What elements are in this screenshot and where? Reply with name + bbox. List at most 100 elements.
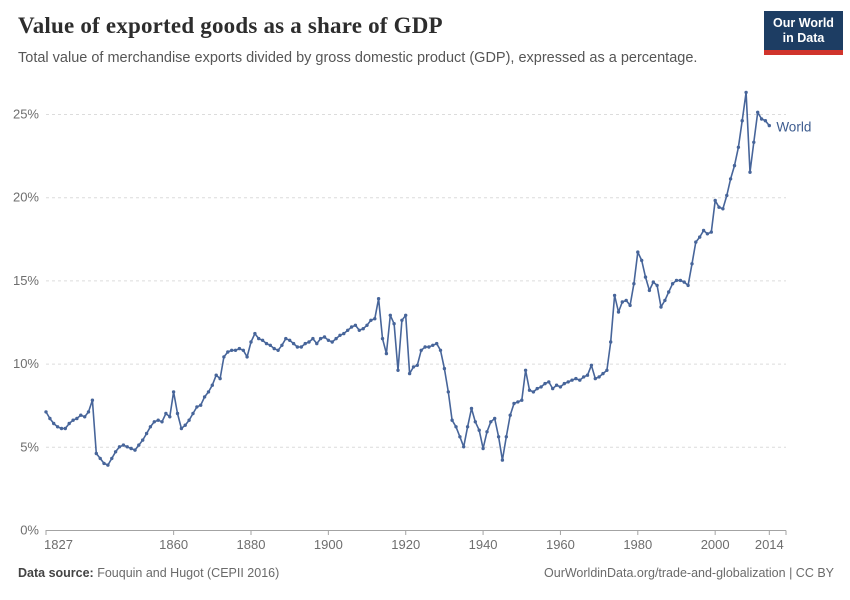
data-point-1882 — [257, 336, 261, 341]
owid-link[interactable]: OurWorldinData.org/trade-and-globalizati… — [544, 566, 786, 580]
license-label[interactable]: CC BY — [795, 566, 834, 580]
data-point-1921 — [407, 371, 412, 376]
data-point-1852 — [141, 438, 145, 442]
data-point-1906 — [349, 325, 354, 329]
x-axis-label-1940: 1940 — [469, 537, 498, 552]
data-point-1876 — [233, 348, 238, 352]
owid-logo-box: Our World in Data — [764, 11, 843, 50]
data-point-1982 — [643, 275, 648, 279]
data-point-1934 — [458, 435, 462, 439]
data-point-1832 — [63, 426, 67, 431]
data-point-2003 — [725, 193, 729, 198]
data-point-1949 — [516, 400, 520, 404]
data-point-1856 — [156, 418, 160, 422]
data-point-1848 — [125, 445, 129, 449]
data-point-1959 — [554, 383, 559, 387]
data-point-1835 — [75, 416, 79, 421]
data-point-1918 — [396, 368, 400, 372]
owid-logo-red-bar — [764, 50, 843, 55]
data-point-1945 — [500, 458, 505, 462]
data-point-1941 — [485, 430, 489, 434]
data-point-1928 — [435, 341, 439, 346]
data-point-1960 — [558, 385, 563, 389]
world-line-series[interactable] — [45, 91, 771, 466]
data-point-1905 — [346, 328, 350, 332]
data-point-1940 — [481, 446, 485, 451]
data-point-1953 — [531, 390, 536, 394]
data-point-1995 — [694, 240, 698, 244]
owid-logo-line2: in Data — [782, 31, 825, 45]
data-point-1920 — [404, 313, 408, 317]
data-point-1925 — [423, 345, 427, 349]
data-point-1903 — [338, 333, 342, 337]
data-point-1967 — [585, 373, 590, 377]
data-point-1858 — [164, 411, 168, 416]
data-point-2005 — [732, 163, 737, 168]
data-point-1935 — [462, 445, 466, 449]
data-point-1929 — [438, 348, 443, 352]
data-point-1931 — [446, 390, 450, 394]
x-axis-label-1900: 1900 — [314, 537, 343, 552]
data-point-1855 — [152, 420, 156, 424]
data-point-1898 — [318, 336, 323, 341]
chart-footer: Data source: Fouquin and Hugot (CEPII 20… — [18, 566, 834, 580]
data-point-1896 — [311, 336, 315, 341]
data-point-1977 — [624, 298, 628, 303]
data-point-1954 — [535, 386, 539, 391]
data-point-1867 — [199, 403, 203, 407]
data-point-1850 — [133, 448, 137, 452]
data-point-1904 — [342, 331, 346, 336]
x-axis-label-2014: 2014 — [755, 537, 784, 552]
data-point-1926 — [427, 345, 431, 349]
x-axis-label-1920: 1920 — [391, 537, 420, 552]
data-point-1871 — [214, 373, 218, 377]
data-point-2000 — [713, 198, 717, 203]
data-point-1973 — [609, 340, 613, 344]
data-point-1948 — [512, 401, 516, 406]
data-point-1902 — [334, 336, 338, 341]
data-point-1895 — [307, 340, 311, 344]
data-point-1861 — [175, 411, 180, 416]
data-point-1887 — [276, 348, 280, 352]
data-point-1997 — [701, 228, 706, 233]
data-point-1864 — [187, 418, 191, 422]
x-axis-label-1980: 1980 — [623, 537, 652, 552]
data-point-1877 — [237, 346, 242, 351]
x-axis-label-1827: 1827 — [44, 537, 73, 552]
data-point-1992 — [682, 280, 686, 284]
data-point-1847 — [121, 443, 126, 447]
data-point-1989 — [670, 282, 675, 286]
data-point-1999 — [709, 230, 713, 234]
series-end-label-world[interactable]: World — [776, 120, 811, 135]
data-source-label: Data source: — [18, 566, 94, 580]
data-point-2007 — [740, 119, 744, 123]
data-point-1894 — [303, 341, 307, 346]
data-point-1897 — [315, 341, 319, 346]
data-point-1964 — [574, 376, 578, 381]
page-title: Value of exported goods as a share of GD… — [18, 13, 443, 38]
data-point-2011 — [756, 110, 760, 115]
data-point-1993 — [686, 283, 690, 288]
data-point-1892 — [295, 345, 300, 349]
data-point-1991 — [678, 278, 683, 283]
data-point-1834 — [71, 418, 75, 422]
data-point-1910 — [365, 323, 369, 327]
data-point-1911 — [369, 318, 373, 322]
data-point-1969 — [593, 376, 597, 381]
owid-logo[interactable]: Our World in Data — [764, 11, 843, 55]
data-point-1975 — [616, 310, 621, 314]
data-point-1828 — [48, 416, 52, 421]
data-point-1919 — [400, 318, 404, 322]
data-point-1971 — [601, 371, 605, 376]
data-point-1980 — [636, 250, 640, 254]
data-point-1883 — [260, 338, 265, 342]
data-point-1933 — [454, 425, 458, 429]
data-point-1923 — [415, 363, 419, 367]
data-point-1938 — [473, 420, 477, 424]
data-point-1863 — [183, 423, 187, 427]
data-point-1842 — [102, 461, 106, 466]
data-point-1844 — [110, 456, 114, 461]
data-point-1893 — [299, 345, 303, 349]
data-point-1978 — [628, 303, 632, 308]
